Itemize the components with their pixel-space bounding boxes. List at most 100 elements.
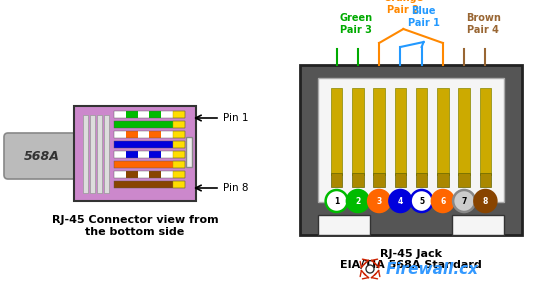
Text: 8: 8 [483, 196, 488, 205]
Bar [126, 171, 137, 178]
Bar [374, 173, 385, 187]
Bar [173, 131, 185, 138]
Bar [137, 171, 149, 178]
Bar [161, 151, 173, 158]
Bar [114, 121, 185, 128]
Bar [114, 161, 126, 168]
Bar [104, 115, 109, 193]
Bar [97, 115, 102, 193]
Bar [114, 131, 185, 138]
Bar [137, 181, 149, 188]
Bar [173, 141, 185, 148]
Bar [395, 173, 406, 187]
Bar [126, 181, 137, 188]
Bar [137, 131, 149, 138]
Bar [416, 173, 427, 187]
Bar [126, 131, 137, 138]
Bar [137, 111, 149, 118]
Bar [149, 121, 161, 128]
Text: Green
Pair 3: Green Pair 3 [340, 13, 372, 35]
Bar [114, 111, 126, 118]
Bar [149, 131, 161, 138]
Bar [186, 137, 192, 167]
Text: Firewall.cx: Firewall.cx [386, 261, 479, 276]
Circle shape [366, 265, 374, 273]
Bar [352, 88, 364, 175]
Bar [318, 78, 504, 202]
Bar [318, 215, 370, 235]
Bar [137, 161, 149, 168]
Text: Orange
Pair 2: Orange Pair 2 [383, 0, 424, 15]
Bar [161, 121, 173, 128]
Bar [480, 88, 491, 175]
Bar [114, 171, 185, 178]
Bar [173, 181, 185, 188]
Bar [126, 161, 137, 168]
Bar [114, 121, 126, 128]
Bar [114, 151, 126, 158]
Circle shape [347, 190, 369, 212]
Bar [114, 141, 185, 148]
Bar [149, 171, 161, 178]
Bar [300, 65, 522, 235]
Bar [90, 115, 95, 193]
Text: 6: 6 [440, 196, 446, 205]
Bar [137, 141, 149, 148]
Bar [374, 88, 385, 175]
Bar [149, 151, 161, 158]
Bar [331, 88, 342, 175]
Bar [126, 151, 137, 158]
Bar [173, 171, 185, 178]
Bar [173, 151, 185, 158]
Bar [352, 173, 364, 187]
Text: RJ-45 Jack: RJ-45 Jack [380, 249, 442, 259]
Bar [114, 181, 185, 188]
Circle shape [453, 190, 475, 212]
Bar [161, 131, 173, 138]
Bar [149, 161, 161, 168]
Bar [395, 88, 406, 175]
Text: 4: 4 [398, 196, 403, 205]
Bar [161, 161, 173, 168]
Bar [114, 171, 126, 178]
Bar [458, 173, 470, 187]
Bar [480, 173, 491, 187]
Bar [452, 215, 504, 235]
Bar [161, 171, 173, 178]
Text: 2: 2 [355, 196, 361, 205]
Bar [149, 181, 161, 188]
Bar [137, 151, 149, 158]
Bar [173, 111, 185, 118]
Bar [458, 88, 470, 175]
Circle shape [432, 190, 454, 212]
Bar [126, 121, 137, 128]
Circle shape [411, 190, 433, 212]
Text: 7: 7 [461, 196, 467, 205]
Bar [114, 131, 126, 138]
Circle shape [389, 190, 411, 212]
Bar [437, 173, 449, 187]
Bar [437, 88, 449, 175]
Bar [173, 121, 185, 128]
Bar [416, 88, 427, 175]
Bar [331, 173, 342, 187]
Bar [149, 141, 161, 148]
Bar [149, 111, 161, 118]
Bar [161, 111, 173, 118]
Bar [114, 141, 126, 148]
Bar [126, 111, 137, 118]
Bar [114, 111, 185, 118]
Bar [74, 106, 196, 201]
Bar [114, 151, 185, 158]
Bar [173, 161, 185, 168]
Circle shape [326, 190, 348, 212]
Text: RJ-45 Connector view from: RJ-45 Connector view from [52, 215, 218, 225]
Bar [137, 121, 149, 128]
Text: Pin 8: Pin 8 [223, 183, 248, 193]
Text: Blue
Pair 1: Blue Pair 1 [407, 7, 440, 28]
Text: 3: 3 [377, 196, 382, 205]
Circle shape [368, 190, 390, 212]
Text: 1: 1 [334, 196, 339, 205]
Text: Pin 1: Pin 1 [223, 113, 248, 123]
Bar [114, 181, 126, 188]
